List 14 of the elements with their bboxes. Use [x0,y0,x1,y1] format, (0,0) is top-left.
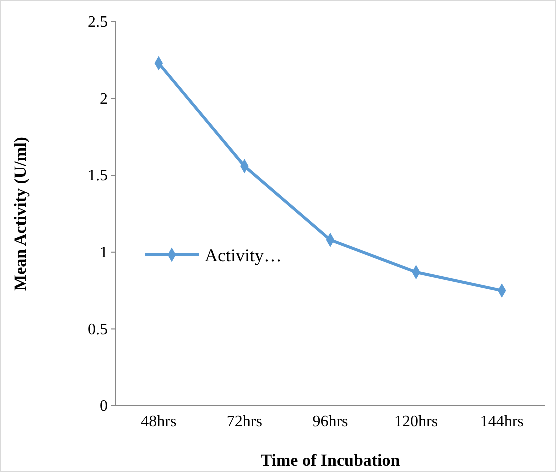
y-axis-title: Mean Activity (U/ml) [11,137,30,291]
x-tick-label: 72hrs [226,414,262,431]
y-tick-label: 0 [100,398,108,416]
x-tick-label: 48hrs [141,414,177,431]
y-tick-label: 1 [100,244,108,262]
x-tick-label: 144hrs [480,414,524,431]
legend-label: Activity… [205,245,282,266]
y-tick-label: 2 [100,90,108,108]
x-axis-title: Time of Incubation [260,451,401,470]
y-tick-label: 0.5 [88,321,108,338]
y-tick-label: 2.5 [88,14,108,32]
x-tick-label: 120hrs [394,414,438,431]
y-tick-label: 1.5 [88,168,108,185]
x-tick-label: 96hrs [312,414,348,431]
